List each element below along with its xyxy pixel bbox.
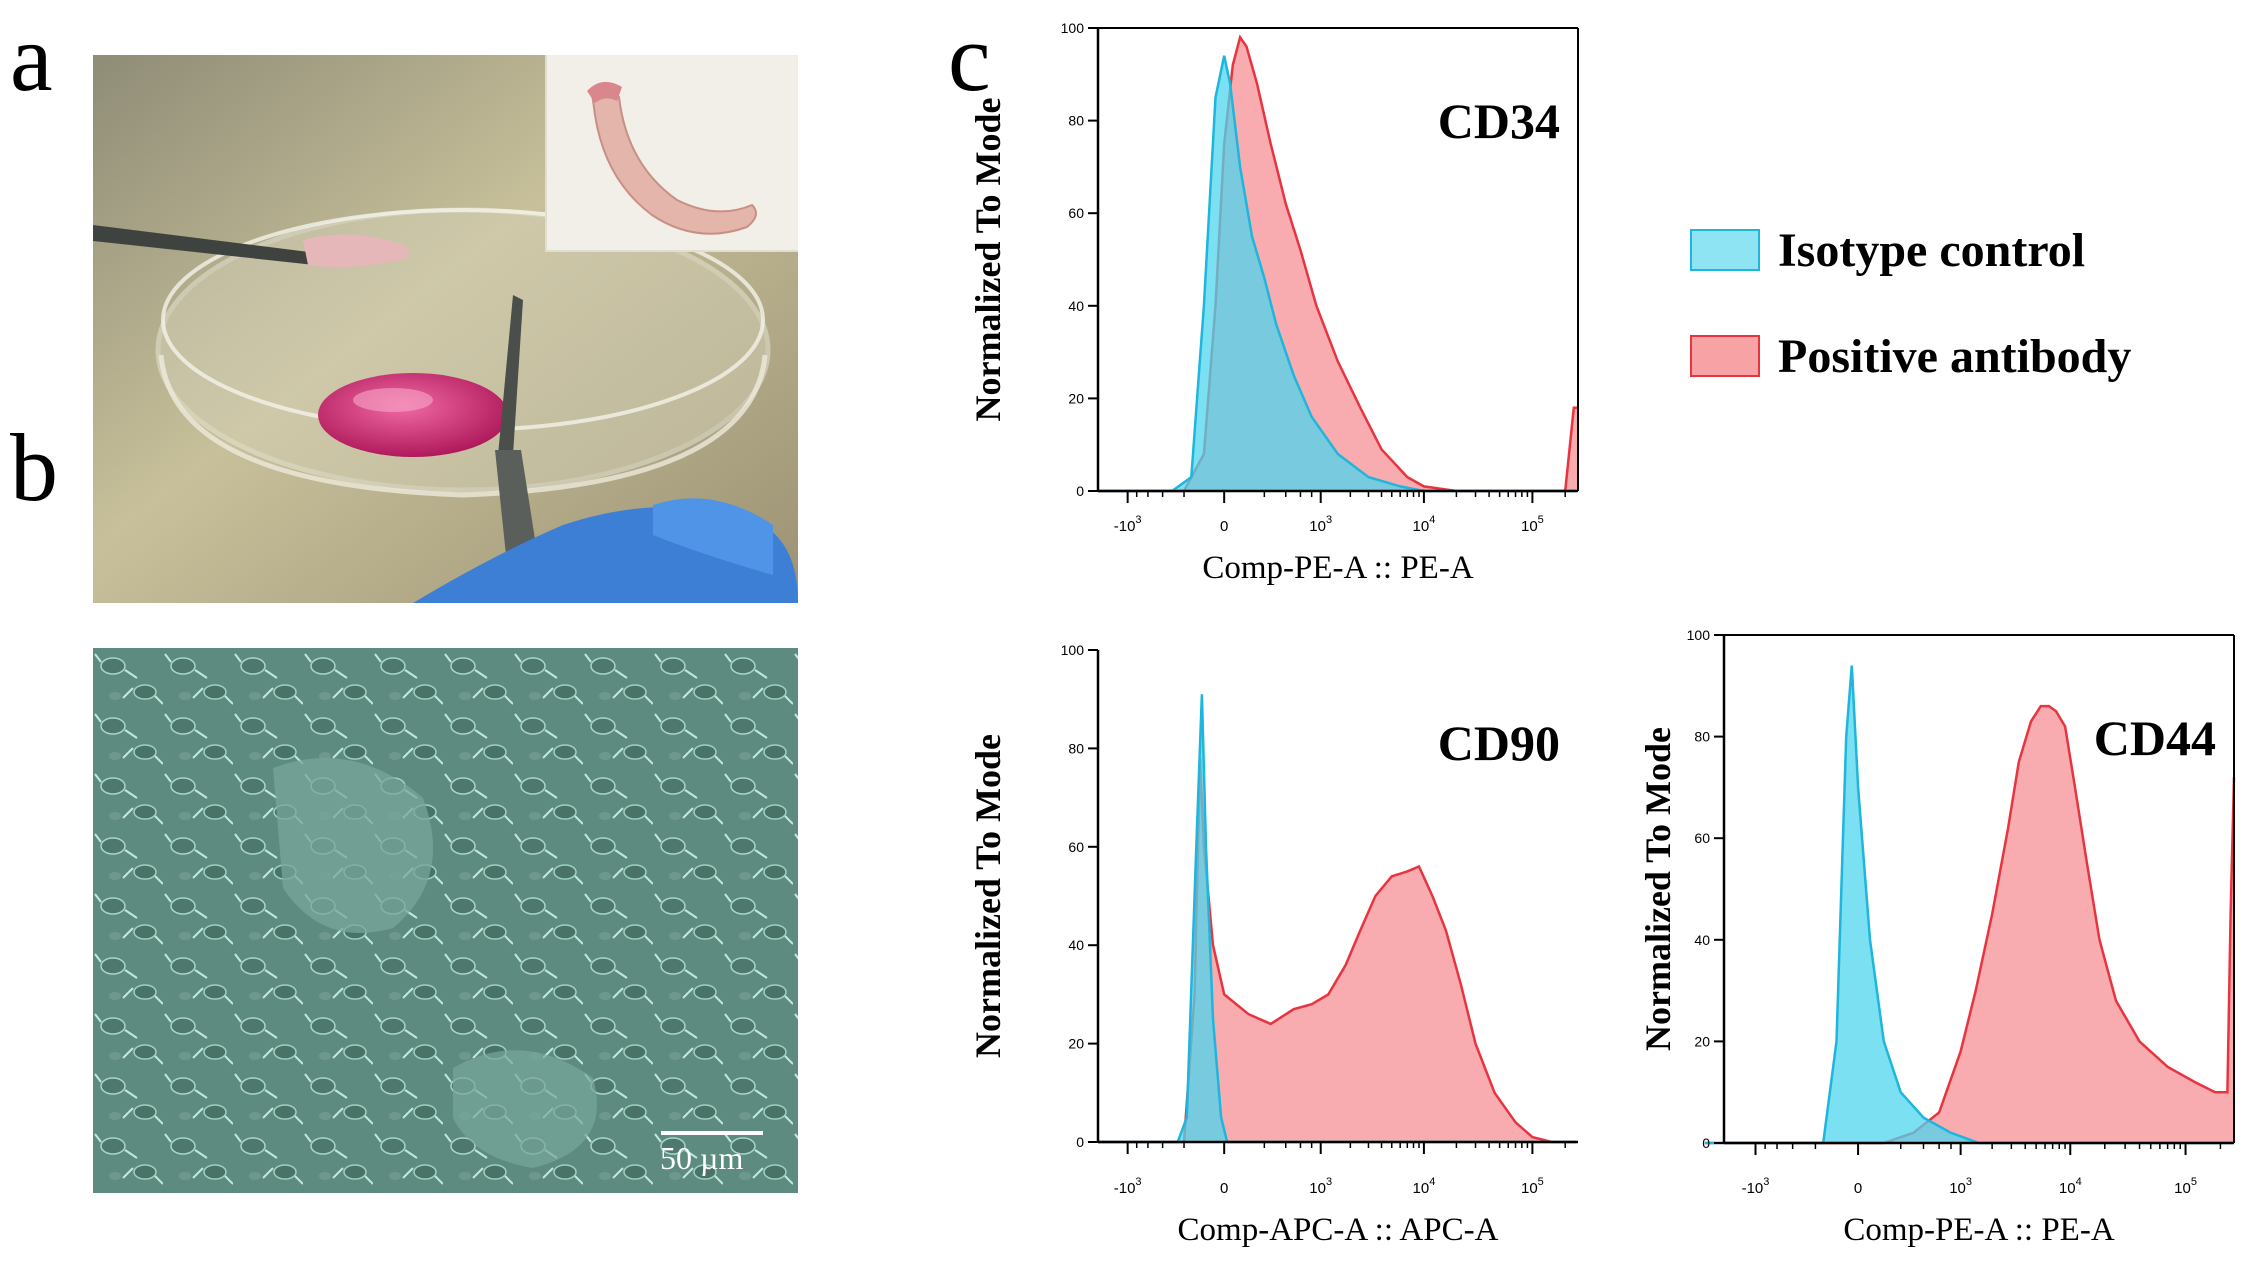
legend-item-positive: Positive antibody (1690, 326, 2131, 386)
chart-title: CD44 (2094, 710, 2216, 766)
legend-label-positive: Positive antibody (1778, 329, 2132, 383)
y-tick-label: 100 (1061, 20, 1085, 36)
y-tick-label: 100 (1687, 627, 1711, 643)
x-tick-label: 103 (1949, 1176, 1972, 1197)
y-tick-label: 20 (1694, 1033, 1710, 1049)
y-tick-label: 20 (1068, 1036, 1084, 1052)
y-tick-label: 0 (1702, 1135, 1710, 1151)
tissue-inset (545, 55, 798, 252)
panel-letter-a: a (10, 4, 53, 111)
x-tick-label: 104 (1413, 514, 1436, 535)
y-tick-label: 20 (1068, 390, 1084, 406)
y-tick-label: 40 (1068, 937, 1084, 953)
x-tick-label: 105 (1521, 514, 1544, 535)
x-tick-label: -103 (1114, 514, 1142, 535)
x-axis-label: Comp-APC-A :: APC-A (1178, 1212, 1499, 1248)
y-tick-label: 40 (1694, 932, 1710, 948)
y-axis-label: Normalized To Mode (968, 97, 1008, 421)
x-tick-label: -103 (1742, 1176, 1770, 1197)
histogram-cd34: 0 20 40 60 80 100 -103 0 103 104 105 CD34 Comp-PE-A … (968, 20, 1579, 586)
y-tick-label: 60 (1068, 205, 1084, 221)
x-tick-label: -103 (1114, 1176, 1142, 1197)
x-tick-label: 105 (2174, 1176, 2197, 1197)
chart-title: CD90 (1438, 715, 1560, 771)
x-tick-label: 0 (1220, 518, 1228, 535)
series-line-positive (1704, 704, 2236, 1145)
legend-swatch-positive (1690, 335, 1760, 377)
y-tick-label: 0 (1076, 483, 1084, 499)
scale-bar-label: 50 µm (660, 1140, 744, 1176)
x-tick-label: 0 (1854, 1180, 1862, 1197)
y-tick-label: 80 (1068, 740, 1084, 756)
y-tick-label: 40 (1068, 298, 1084, 314)
y-tick-label: 60 (1068, 839, 1084, 855)
y-tick-label: 80 (1068, 113, 1084, 129)
x-tick-label: 0 (1220, 1180, 1228, 1197)
axes-frame (1096, 27, 1579, 493)
legend-swatch-isotype (1690, 229, 1760, 271)
histogram-cd90: 0 20 40 60 80 100 -103 0 103 104 105 CD90 Comp-APC-A… (968, 642, 1578, 1248)
y-tick-label: 0 (1076, 1134, 1084, 1150)
tissue-inset-icon (587, 81, 757, 235)
series-area-positive (1704, 706, 2234, 1143)
x-tick-label: 105 (1521, 1176, 1544, 1197)
legend: Isotype control Positive antibody (1690, 220, 2131, 432)
chart-title: CD34 (1438, 93, 1560, 149)
histogram-cd44: 0 20 40 60 80 100 -103 0 103 104 105 CD44 Comp-PE-A … (1638, 627, 2236, 1248)
axes-frame (1722, 634, 2235, 1145)
x-axis-label: Comp-PE-A :: PE-A (1202, 550, 1474, 586)
x-tick-label: 103 (1309, 1176, 1332, 1197)
series-line-isotype (1098, 694, 1576, 1144)
panel-letter-c: c (948, 4, 991, 111)
y-tick-label: 100 (1061, 642, 1085, 658)
y-axis-label: Normalized To Mode (1638, 727, 1678, 1051)
series-area-isotype (1098, 55, 1576, 492)
legend-item-isotype: Isotype control (1690, 220, 2131, 280)
cell-culture-micrograph-icon (93, 648, 798, 1193)
y-tick-label: 60 (1694, 830, 1710, 846)
x-tick-label: 103 (1309, 514, 1332, 535)
x-tick-label: 104 (1413, 1176, 1436, 1197)
cell-culture-micrograph: 50 µm (93, 648, 798, 1193)
dissection-photo (93, 55, 798, 603)
series-line-isotype (1704, 665, 2232, 1145)
x-tick-label: 104 (2059, 1176, 2082, 1197)
series-area-positive (1098, 758, 1576, 1142)
y-axis-label: Normalized To Mode (968, 734, 1008, 1058)
series-line-isotype (1098, 55, 1576, 493)
axes-frame (1096, 650, 1578, 1144)
panel-letter-b: b (10, 414, 58, 521)
x-axis-label: Comp-PE-A :: PE-A (1843, 1212, 2115, 1248)
legend-label-isotype: Isotype control (1778, 223, 2086, 277)
y-tick-label: 80 (1694, 729, 1710, 745)
